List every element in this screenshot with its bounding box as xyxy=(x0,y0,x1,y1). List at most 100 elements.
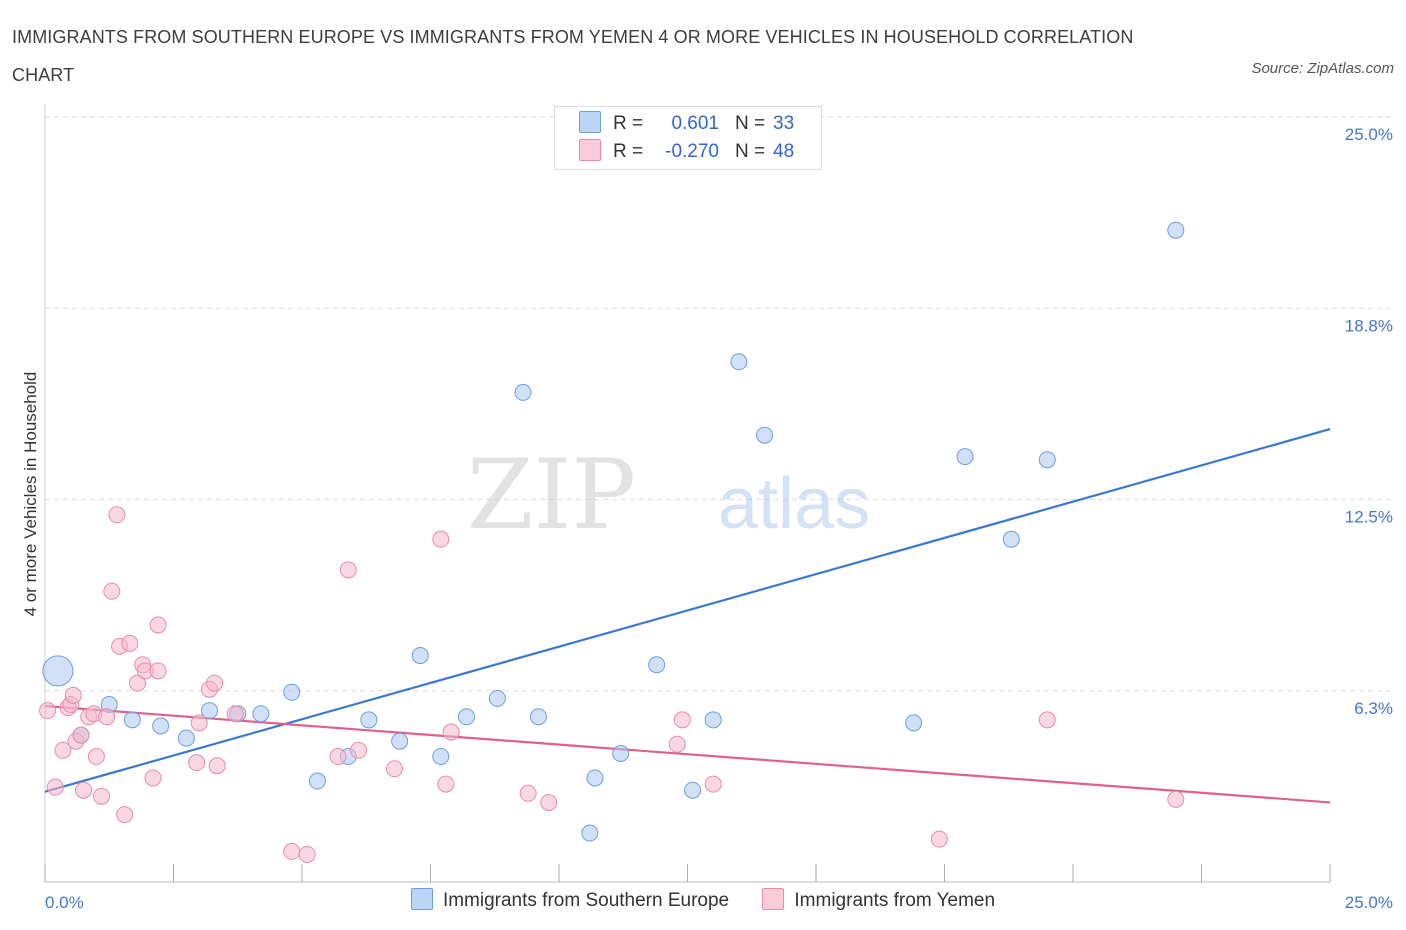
southern-europe-point xyxy=(648,656,666,674)
southern-europe-point xyxy=(956,448,974,466)
southern-europe-point xyxy=(252,705,270,723)
legend-r-label: R = xyxy=(613,141,644,162)
southern-europe-point xyxy=(488,689,506,707)
legend-item-southern-europe: Immigrants from Southern Europe xyxy=(410,888,730,912)
southern-europe-point xyxy=(152,717,170,735)
legend-swatch-blue xyxy=(579,111,601,133)
yemen-point xyxy=(298,845,316,863)
yemen-point xyxy=(93,787,111,805)
legend-r-value: -0.270 xyxy=(665,141,719,162)
southern-europe-point xyxy=(1038,451,1056,469)
legend-r-label: R = xyxy=(613,113,644,134)
yemen-point xyxy=(98,708,116,726)
southern-europe-point xyxy=(411,647,429,665)
legend-item-yemen: Immigrants from Yemen xyxy=(762,888,995,912)
legend-r-value: 0.601 xyxy=(671,113,719,134)
legend-n-value: 48 xyxy=(773,141,795,162)
yemen-point xyxy=(39,702,57,720)
x-tick-label: 0.0% xyxy=(45,893,84,912)
yemen-point xyxy=(103,582,121,600)
y-tick-label: 18.8% xyxy=(1345,316,1393,335)
yemen-point xyxy=(668,735,686,753)
southern-europe-point xyxy=(756,426,774,444)
chart-title: IMMIGRANTS FROM SOUTHERN EUROPE VS IMMIG… xyxy=(12,27,1134,85)
labels-layer: 6.3% 12.5% 18.8% 25.0% 0.0% 25.0% xyxy=(45,125,1393,912)
yemen-point xyxy=(329,748,347,766)
yemen-point xyxy=(64,686,82,704)
yemen-point xyxy=(54,741,72,759)
trend-layer xyxy=(44,428,1331,804)
y-axis-label: 4 or more Vehicles in Household xyxy=(21,372,40,617)
yemen-point xyxy=(108,506,126,524)
y-tick-label: 25.0% xyxy=(1345,125,1393,144)
legend-n-value: 33 xyxy=(773,113,795,134)
yemen-point xyxy=(116,806,134,824)
yemen-point xyxy=(1038,711,1056,729)
legend-label-southern-europe: Immigrants from Southern Europe xyxy=(442,890,730,911)
legend-row-blue: R = 0.601 N = 33 xyxy=(579,110,794,138)
yemen-point xyxy=(283,842,301,860)
yemen-point xyxy=(46,778,64,796)
stats-legend: R = 0.601 N = 33 R = -0.270 N = 48 xyxy=(554,106,822,170)
southern-europe-point xyxy=(612,744,630,762)
legend-n-label: N = xyxy=(735,141,766,162)
southern-europe-point xyxy=(1167,221,1185,239)
legend-swatch-blue xyxy=(410,888,433,910)
southern-europe-point xyxy=(704,711,722,729)
southern-europe-point xyxy=(391,732,409,750)
yemen-point xyxy=(129,674,147,692)
yemen-point xyxy=(72,726,90,744)
yemen-point xyxy=(432,530,450,548)
yemen-point xyxy=(519,784,537,802)
legend-label-yemen: Immigrants from Yemen xyxy=(794,890,996,911)
yemen-point xyxy=(149,662,167,680)
legend-swatch-pink xyxy=(762,888,785,910)
legend-swatch-pink xyxy=(579,139,601,161)
southern-europe-point xyxy=(684,781,702,799)
yemen-point xyxy=(386,760,404,778)
y-tick-label: 6.3% xyxy=(1354,699,1393,718)
southern-europe-point xyxy=(177,729,195,747)
yemen-point xyxy=(350,741,368,759)
southern-europe-point xyxy=(1002,530,1020,548)
yemen-point xyxy=(437,775,455,793)
yemen-point xyxy=(930,830,948,848)
yemen-point xyxy=(121,634,139,652)
axis-layer xyxy=(44,104,1331,883)
yemen-point xyxy=(190,714,208,732)
yemen-point xyxy=(149,616,167,634)
yemen-point xyxy=(208,757,226,775)
yemen-point xyxy=(144,769,162,787)
yemen-point xyxy=(1167,790,1185,808)
southern-europe-trend-line xyxy=(44,428,1331,793)
yemen-point xyxy=(206,674,224,692)
southern-europe-point xyxy=(360,711,378,729)
southern-europe-point xyxy=(308,772,326,790)
legend-n-label: N = xyxy=(735,113,766,134)
yemen-point xyxy=(673,711,691,729)
southern-europe-point xyxy=(730,353,748,371)
southern-europe-point xyxy=(457,708,475,726)
southern-europe-point xyxy=(200,702,218,720)
yemen-point xyxy=(75,781,93,799)
yemen-point xyxy=(188,754,206,772)
source-note: Source: ZipAtlas.com xyxy=(1251,60,1394,77)
yemen-point xyxy=(442,723,460,741)
southern-europe-point xyxy=(514,383,532,401)
yemen-point xyxy=(339,561,357,579)
southern-europe-point xyxy=(905,714,923,732)
yemen-point xyxy=(226,705,244,723)
watermark: ZIP atlas xyxy=(467,439,870,551)
series-legend: Immigrants from Southern Europe Immigran… xyxy=(0,888,1406,912)
watermark-zip: ZIP xyxy=(467,439,636,551)
southern-europe-point xyxy=(283,683,301,701)
y-tick-label: 12.5% xyxy=(1345,508,1393,527)
grid-layer xyxy=(45,116,1395,692)
yemen-point xyxy=(704,775,722,793)
yemen-point xyxy=(87,748,105,766)
yemen-trend-line xyxy=(44,704,1331,804)
southern-europe-point xyxy=(432,748,450,766)
watermark-atlas: atlas xyxy=(718,464,870,544)
southern-europe-point xyxy=(529,708,547,726)
